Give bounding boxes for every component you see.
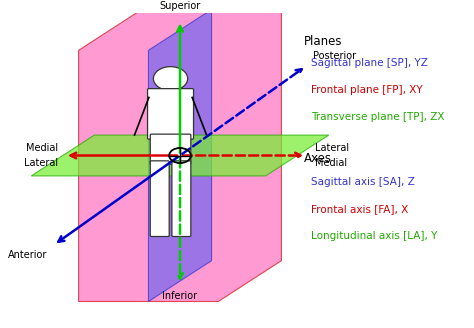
Polygon shape: [31, 135, 329, 176]
Text: Superior: Superior: [159, 1, 201, 11]
Polygon shape: [148, 10, 211, 301]
Text: Lateral: Lateral: [24, 158, 58, 168]
FancyBboxPatch shape: [150, 134, 191, 164]
Text: Medial: Medial: [315, 158, 347, 168]
Circle shape: [154, 67, 188, 91]
Text: Frontal plane [FP], XY: Frontal plane [FP], XY: [311, 85, 422, 95]
Text: Sagittal plane [SP], YZ: Sagittal plane [SP], YZ: [311, 58, 428, 68]
Text: Lateral: Lateral: [315, 143, 349, 153]
Text: Transverse plane [TP], ZX: Transverse plane [TP], ZX: [311, 112, 444, 122]
Text: Axes: Axes: [304, 153, 332, 165]
Text: Frontal axis [FA], X: Frontal axis [FA], X: [311, 204, 408, 214]
FancyBboxPatch shape: [147, 89, 193, 139]
Text: Planes: Planes: [304, 35, 343, 48]
Text: Medial: Medial: [26, 143, 58, 153]
FancyBboxPatch shape: [150, 161, 169, 236]
Text: Anterior: Anterior: [8, 250, 47, 260]
Text: Longitudinal axis [LA], Y: Longitudinal axis [LA], Y: [311, 231, 437, 241]
Text: Sagittal axis [SA], Z: Sagittal axis [SA], Z: [311, 177, 414, 188]
Text: Inferior: Inferior: [163, 291, 198, 300]
Text: Posterior: Posterior: [313, 51, 356, 61]
Polygon shape: [79, 10, 282, 301]
FancyBboxPatch shape: [172, 161, 191, 236]
